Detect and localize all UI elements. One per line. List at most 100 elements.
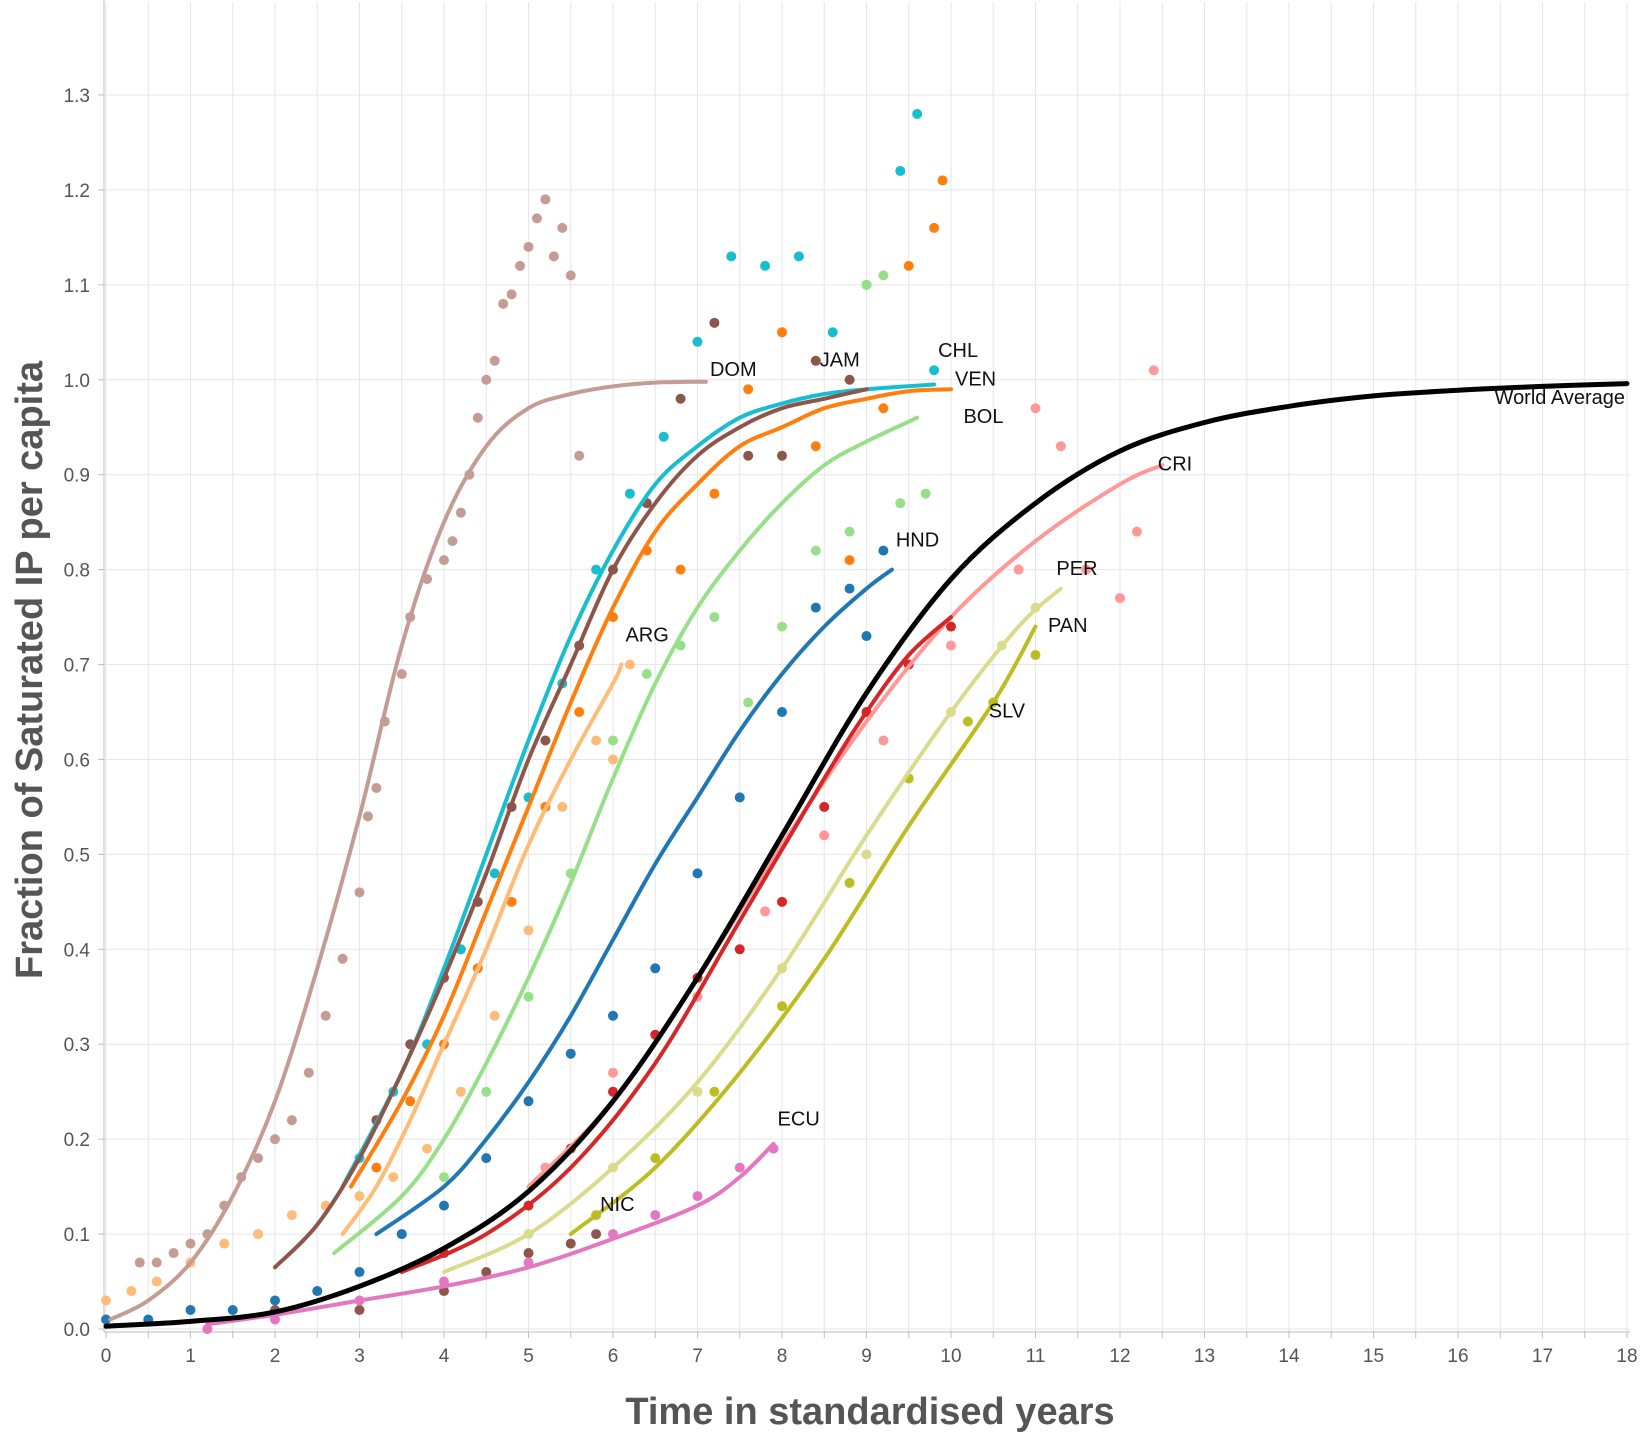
point-per: [1081, 564, 1092, 575]
point-ecu: [650, 1210, 661, 1221]
point-dom: [362, 811, 373, 822]
point-dom: [531, 213, 542, 224]
point-ven: [371, 1162, 382, 1173]
point-bol: [641, 669, 652, 680]
point-bol: [810, 545, 821, 556]
point-hnd: [101, 1314, 111, 1325]
point-nic: [481, 1267, 492, 1278]
point-dom: [523, 241, 534, 252]
point-dom: [151, 1257, 162, 1268]
point-hnd: [608, 1010, 618, 1021]
point-dom: [447, 536, 458, 547]
point-bol: [878, 270, 889, 281]
point-per: [946, 640, 956, 651]
fit-line-slv: [568, 624, 1038, 1237]
x-tick-label: 18: [1616, 1346, 1637, 1367]
point-cri: [734, 944, 745, 955]
point-bol: [481, 1086, 492, 1097]
point-ven: [903, 260, 914, 271]
point-slv: [844, 877, 855, 888]
point-arg: [286, 1210, 297, 1221]
point-ven: [878, 403, 889, 414]
point-dom: [320, 1010, 331, 1021]
point-dom: [506, 289, 517, 300]
x-tick-label: 12: [1109, 1346, 1130, 1367]
point-nic: [354, 1305, 365, 1316]
point-dom: [557, 222, 568, 233]
point-chl: [658, 431, 669, 442]
fit-line-ven: [349, 387, 953, 1189]
point-dom: [185, 1238, 196, 1249]
point-per: [1115, 593, 1125, 604]
point-hnd: [692, 868, 703, 879]
y-tick-label: 1.1: [64, 276, 90, 297]
point-per: [878, 735, 889, 746]
series-label-nic: NIC: [600, 1194, 634, 1216]
point-hnd: [777, 707, 787, 717]
fit-line-bol: [332, 415, 920, 1256]
point-chl: [895, 165, 906, 176]
point-dom: [253, 1153, 264, 1164]
point-ven: [937, 175, 948, 186]
point-hnd: [227, 1305, 238, 1316]
x-tick-label: 9: [861, 1346, 872, 1367]
x-tick-label: 4: [439, 1346, 450, 1367]
y-tick-label: 0.9: [64, 466, 90, 487]
point-arg: [624, 659, 635, 670]
point-bol: [608, 735, 618, 746]
point-ven: [844, 555, 855, 566]
point-arg: [489, 1010, 500, 1021]
point-arg: [219, 1238, 230, 1249]
point-per: [1030, 403, 1041, 414]
fit-line-jam: [273, 387, 869, 1270]
point-dom: [481, 374, 492, 385]
point-hnd: [861, 631, 872, 642]
point-dom: [472, 412, 483, 423]
x-tick-label: 10: [940, 1346, 961, 1367]
point-per: [1148, 365, 1159, 376]
y-tick-labels: 0.0 0.1 0.2 0.3 0.4 0.5 0.6 0.7 0.8 0.9 1.0 1.1 1.2 1…: [64, 86, 91, 1341]
point-chl: [591, 564, 602, 575]
point-arg: [388, 1172, 399, 1183]
point-hnd: [650, 963, 661, 974]
x-tick-labels: 0 1 2 3 4 5 6 7 8 9 10 11 12 13 14 15 16 17 18: [101, 1346, 1638, 1367]
y-tick-label: 1.2: [64, 181, 90, 202]
point-slv: [650, 1153, 661, 1164]
point-hnd: [185, 1305, 196, 1316]
point-arg: [608, 754, 618, 765]
point-bol: [709, 612, 720, 623]
point-hnd: [312, 1286, 323, 1297]
point-jam: [844, 374, 855, 385]
point-chl: [827, 327, 838, 338]
series-label-chl: CHL: [938, 340, 978, 362]
series-label-bol: BOL: [963, 406, 1003, 428]
point-ven: [743, 384, 754, 395]
y-tick-label: 1.3: [64, 86, 90, 107]
y-tick-label: 0.4: [64, 940, 91, 961]
point-hnd: [396, 1229, 407, 1240]
x-tick-label: 8: [777, 1346, 788, 1367]
point-cri: [819, 801, 830, 812]
point-dom: [515, 260, 526, 271]
series-label-dom: DOM: [710, 359, 757, 381]
point-chl: [912, 108, 923, 119]
x-tick-label: 5: [523, 1346, 534, 1367]
point-ven: [709, 488, 720, 499]
point-hnd: [270, 1295, 280, 1306]
point-bol: [743, 697, 754, 708]
point-arg: [101, 1295, 111, 1306]
point-dom: [498, 298, 509, 309]
point-dom: [396, 669, 407, 680]
series-label-hnd: HND: [896, 530, 939, 552]
series-label-ven: VEN: [955, 368, 996, 390]
point-jam: [709, 317, 720, 328]
point-chl: [624, 488, 635, 499]
point-hnd: [439, 1200, 449, 1211]
x-tick-label: 13: [1194, 1346, 1215, 1367]
fit-line-cri: [399, 615, 953, 1274]
series-label-pan: PAN: [1048, 615, 1088, 637]
point-dom: [337, 953, 348, 964]
x-tick-label: 14: [1278, 1346, 1300, 1367]
point-dom: [565, 270, 576, 281]
